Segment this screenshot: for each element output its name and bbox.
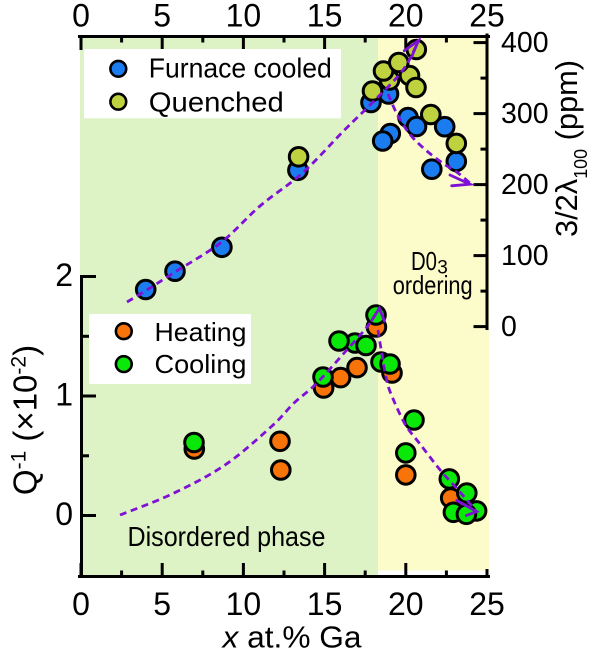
svg-text:5: 5 (153, 586, 171, 622)
svg-text:Disordered phase: Disordered phase (128, 521, 326, 552)
svg-text:Quenched: Quenched (149, 86, 284, 117)
svg-text:15: 15 (307, 586, 343, 622)
svg-text:1: 1 (55, 377, 73, 413)
svg-text:Cooling: Cooling (155, 349, 247, 379)
svg-text:20: 20 (388, 586, 424, 622)
svg-text:300: 300 (501, 98, 549, 130)
svg-text:x at.% Ga: x at.% Ga (220, 620, 362, 655)
svg-text:0: 0 (72, 0, 90, 34)
svg-text:0: 0 (501, 311, 517, 343)
svg-text:25: 25 (469, 0, 505, 34)
svg-text:3: 3 (437, 258, 448, 279)
svg-text:0: 0 (72, 586, 90, 622)
svg-text:Heating: Heating (155, 317, 247, 347)
svg-text:15: 15 (307, 0, 343, 34)
svg-text:400: 400 (501, 27, 549, 59)
svg-text:20: 20 (388, 0, 424, 34)
svg-text:0: 0 (55, 496, 73, 532)
svg-text:10: 10 (226, 0, 262, 34)
svg-text:200: 200 (501, 169, 549, 201)
svg-text:ordering: ordering (393, 270, 473, 300)
svg-text:Furnace cooled: Furnace cooled (149, 53, 332, 84)
svg-text:5: 5 (153, 0, 171, 34)
svg-text:2: 2 (55, 257, 73, 293)
svg-text:10: 10 (226, 586, 262, 622)
svg-text:100: 100 (501, 240, 549, 272)
svg-text:25: 25 (469, 586, 505, 622)
svg-text:D0: D0 (411, 246, 437, 276)
